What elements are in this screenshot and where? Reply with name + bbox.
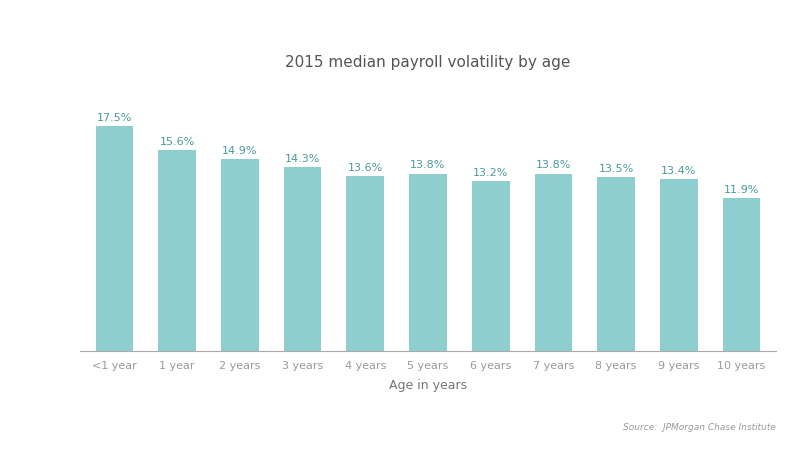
Bar xyxy=(221,159,258,351)
Bar xyxy=(472,181,510,351)
Bar xyxy=(96,126,134,351)
Text: 13.2%: 13.2% xyxy=(473,168,508,178)
Bar xyxy=(284,167,322,351)
Text: 14.9%: 14.9% xyxy=(222,146,258,156)
Text: 17.5%: 17.5% xyxy=(97,113,132,123)
Text: 13.4%: 13.4% xyxy=(661,166,697,176)
Bar xyxy=(409,174,447,351)
Text: 13.8%: 13.8% xyxy=(536,160,571,171)
Text: 13.5%: 13.5% xyxy=(598,164,634,174)
Bar xyxy=(346,176,384,351)
X-axis label: Age in years: Age in years xyxy=(389,379,467,392)
Bar xyxy=(722,198,760,351)
Text: 13.6%: 13.6% xyxy=(348,163,383,173)
Text: 13.8%: 13.8% xyxy=(410,160,446,171)
Bar xyxy=(598,177,635,351)
Bar xyxy=(534,174,572,351)
Title: 2015 median payroll volatility by age: 2015 median payroll volatility by age xyxy=(286,55,570,70)
Text: 11.9%: 11.9% xyxy=(724,185,759,195)
Text: Source:  JPMorgan Chase Institute: Source: JPMorgan Chase Institute xyxy=(623,423,776,432)
Text: 14.3%: 14.3% xyxy=(285,154,320,164)
Bar xyxy=(158,150,196,351)
Text: 15.6%: 15.6% xyxy=(159,137,195,147)
Bar xyxy=(660,179,698,351)
